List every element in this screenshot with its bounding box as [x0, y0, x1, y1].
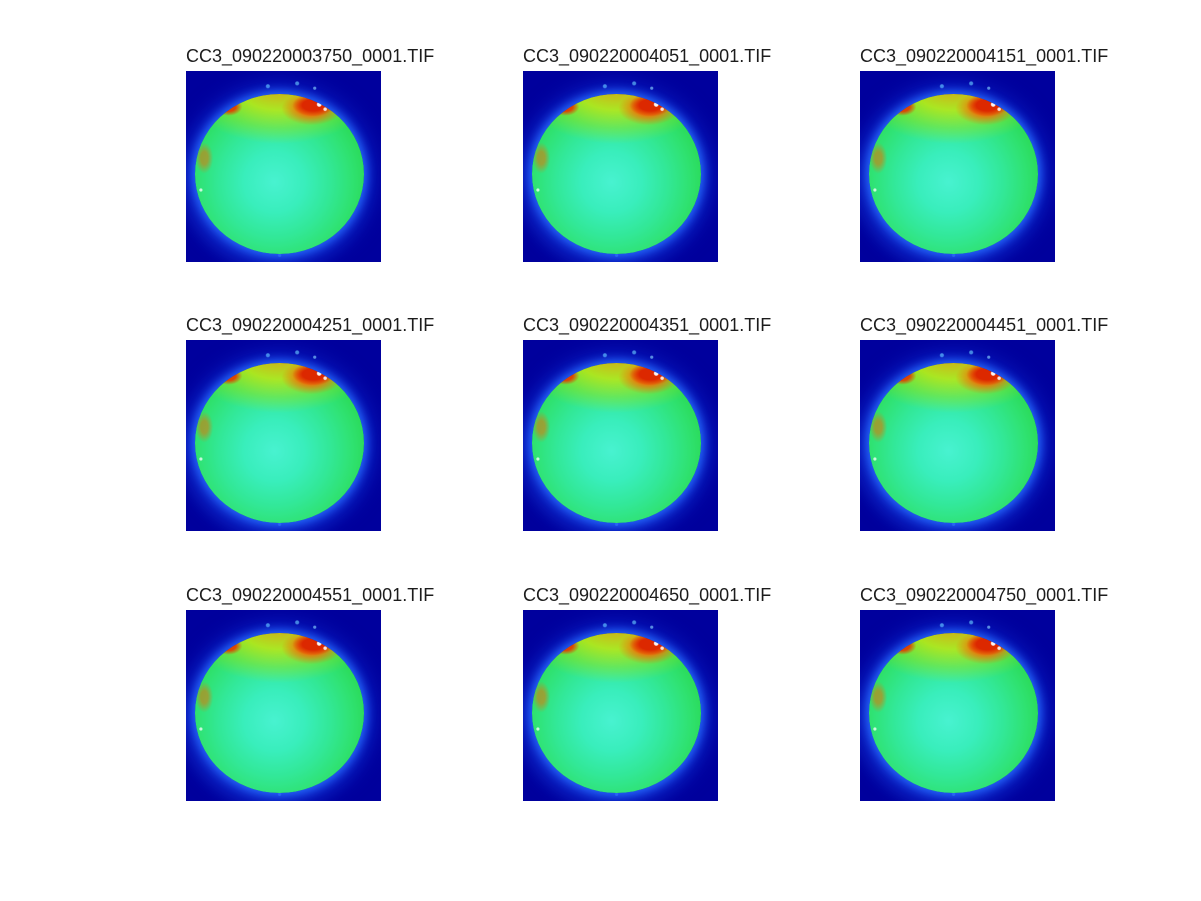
subplot-tile: CC3_090220004251_0001.TIF	[186, 314, 435, 533]
specimen-disk-heatmap	[868, 93, 1039, 255]
specimen-disk-heatmap	[194, 632, 365, 794]
image-frame	[186, 610, 381, 801]
subplot-title: CC3_090220004451_0001.TIF	[860, 315, 1109, 335]
image-frame	[860, 610, 1055, 801]
subplot-title: CC3_090220004051_0001.TIF	[523, 46, 772, 66]
specimen-disk-heatmap	[868, 632, 1039, 794]
specimen-disk-heatmap	[194, 93, 365, 255]
subplot-tile: CC3_090220004750_0001.TIF	[860, 584, 1109, 803]
subplot-title: CC3_090220003750_0001.TIF	[186, 46, 435, 66]
image-frame	[860, 71, 1055, 262]
image-frame	[186, 340, 381, 531]
subplot-title: CC3_090220004750_0001.TIF	[860, 585, 1109, 605]
subplot-tile: CC3_090220004351_0001.TIF	[523, 314, 772, 533]
image-frame	[523, 340, 718, 531]
specimen-disk-heatmap	[531, 93, 702, 255]
specimen-disk-heatmap	[194, 362, 365, 524]
subplot-tile: CC3_090220004551_0001.TIF	[186, 584, 435, 803]
subplot-title: CC3_090220004650_0001.TIF	[523, 585, 772, 605]
subplot-title: CC3_090220004251_0001.TIF	[186, 315, 435, 335]
subplot-tile: CC3_090220004151_0001.TIF	[860, 45, 1109, 264]
specimen-disk-heatmap	[531, 362, 702, 524]
image-frame	[523, 71, 718, 262]
image-frame	[523, 610, 718, 801]
image-frame	[860, 340, 1055, 531]
subplot-tile: CC3_090220004051_0001.TIF	[523, 45, 772, 264]
specimen-disk-heatmap	[868, 362, 1039, 524]
subplot-title: CC3_090220004151_0001.TIF	[860, 46, 1109, 66]
subplot-title: CC3_090220004351_0001.TIF	[523, 315, 772, 335]
subplot-tile: CC3_090220004451_0001.TIF	[860, 314, 1109, 533]
image-frame	[186, 71, 381, 262]
specimen-disk-heatmap	[531, 632, 702, 794]
subplot-tile: CC3_090220004650_0001.TIF	[523, 584, 772, 803]
subplot-title: CC3_090220004551_0001.TIF	[186, 585, 435, 605]
subplot-tile: CC3_090220003750_0001.TIF	[186, 45, 435, 264]
